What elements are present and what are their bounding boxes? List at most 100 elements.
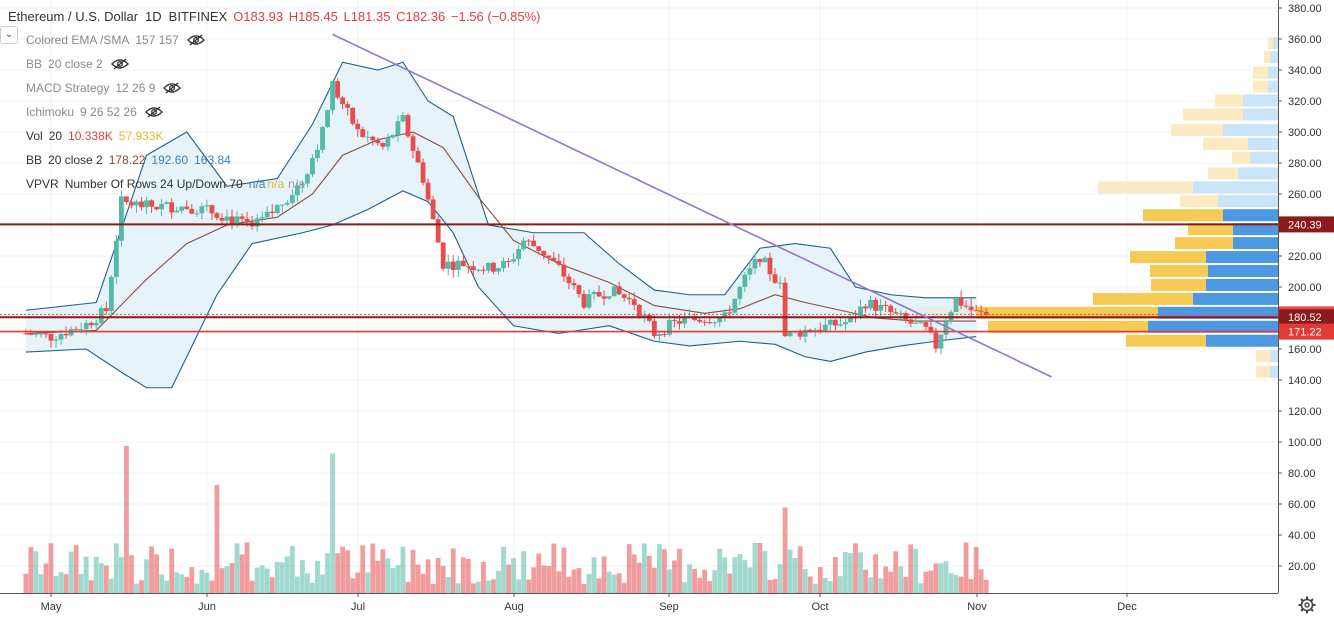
candle-body <box>53 339 59 341</box>
candle-body <box>933 332 939 349</box>
hidden-eye-icon[interactable] <box>163 82 182 94</box>
volume-bar <box>526 579 532 593</box>
volume-bar <box>868 577 873 593</box>
candle-body <box>325 110 330 128</box>
indicator-row-bb-hidden[interactable]: BB 20 close 2 <box>8 52 543 76</box>
price-tick-label: 120.00 <box>1288 406 1322 418</box>
candle-body <box>345 104 351 108</box>
volume-bar <box>465 558 471 593</box>
vpvr-down-bar <box>1208 167 1238 180</box>
price-axis-background <box>1278 0 1334 593</box>
candle-body <box>355 123 361 130</box>
candle-body <box>938 334 944 349</box>
candle-body <box>134 201 139 206</box>
indicator-row-bb[interactable]: BB 20 close 2 178.22 192.60 163.84 <box>8 148 543 172</box>
candle-body <box>541 250 547 256</box>
chart-legend: Ethereum / U.S. Dollar 1D BITFINEX O183.… <box>8 6 543 196</box>
candle-body <box>214 213 220 218</box>
volume-bar <box>310 582 315 593</box>
candle-body <box>943 321 949 335</box>
candle-body <box>717 317 723 323</box>
volume-bar <box>108 578 114 593</box>
candle-body <box>963 305 969 307</box>
indicator-row-macd[interactable]: MACD Strategy 12 26 9 <box>8 76 543 100</box>
volume-bar <box>737 554 743 593</box>
candle-body <box>797 331 803 337</box>
volume-bar <box>300 560 305 593</box>
candle-body <box>506 260 511 262</box>
indicator-name[interactable]: BB 20 close 2 <box>26 153 103 167</box>
candle-body <box>274 205 280 214</box>
indicator-row-volume[interactable]: Vol 20 10.338K 57.933K <box>8 124 543 148</box>
vpvr-down-bar <box>1130 251 1206 264</box>
candle-body <box>390 134 396 138</box>
volume-bar <box>284 556 290 593</box>
candle-body <box>113 240 119 278</box>
volume-bar <box>174 572 180 593</box>
indicator-row-vpvr[interactable]: VPVR Number Of Rows 24 Up/Down 70 n/a n/a… <box>8 172 543 196</box>
volume-bar <box>702 569 708 593</box>
indicator-name[interactable]: Ichimoku 9 26 52 26 <box>26 105 137 119</box>
volume-bar <box>687 564 692 593</box>
candle-body <box>279 204 285 206</box>
hidden-eye-icon[interactable] <box>186 34 205 46</box>
volume-bar <box>360 545 366 593</box>
volume-bar <box>536 553 542 593</box>
candle-body <box>58 334 64 340</box>
volume-bar <box>928 570 934 593</box>
volume-bar <box>757 542 763 593</box>
collapse-legend-button[interactable]: ⌄ <box>0 26 18 44</box>
volume-bar <box>958 576 964 593</box>
volume-bar <box>586 573 592 593</box>
hidden-eye-icon[interactable] <box>110 58 129 70</box>
volume-bar <box>551 543 557 593</box>
indicator-row-ichimoku[interactable]: Ichimoku 9 26 52 26 <box>8 100 543 124</box>
candle-body <box>656 334 662 337</box>
candle-body <box>868 299 873 309</box>
indicator-row-ema[interactable]: Colored EMA /SMA 157 157 <box>8 28 543 52</box>
indicator-name[interactable]: BB 20 close 2 <box>26 57 103 71</box>
indicator-name[interactable]: MACD Strategy 12 26 9 <box>26 81 156 95</box>
candle-body <box>244 218 250 223</box>
volume-bar <box>973 546 979 593</box>
volume-bar <box>667 569 672 593</box>
candle-body <box>83 322 89 330</box>
hidden-eye-icon[interactable] <box>144 106 163 118</box>
price-tick-label: 320.00 <box>1288 96 1322 108</box>
candle-body <box>48 333 54 341</box>
indicator-name[interactable]: Colored EMA /SMA 157 157 <box>26 33 179 47</box>
candle-body <box>98 308 104 323</box>
volume-bar <box>48 543 54 593</box>
candle-body <box>435 219 441 243</box>
candle-body <box>405 115 411 137</box>
vpvr-total-value: n/a <box>288 177 305 191</box>
candle-body <box>239 216 245 219</box>
volume-bar <box>294 576 300 593</box>
indicator-name[interactable]: VPVR Number Of Rows 24 Up/Down 70 <box>26 177 243 191</box>
candle-body <box>586 294 592 308</box>
indicator-name[interactable]: Vol 20 <box>26 129 63 143</box>
high-value: H185.45 <box>288 9 338 24</box>
volume-bar <box>938 563 944 593</box>
ohlc-values: O183.93 H185.45 L181.35 C182.36 −1.56 (−… <box>233 6 542 28</box>
symbol-name[interactable]: Ethereum / U.S. Dollar <box>8 9 139 24</box>
vpvr-up-bar <box>1268 66 1278 79</box>
volume-bar <box>194 583 200 593</box>
volume-bar <box>355 572 361 593</box>
candle-body <box>742 274 748 288</box>
candle-body <box>581 294 587 308</box>
volume-bar <box>68 551 74 593</box>
volume-bar <box>254 567 260 593</box>
volume-bar <box>491 579 496 593</box>
candle-body <box>269 211 275 214</box>
bb-basis-value: 178.22 <box>108 153 146 167</box>
settings-gear-icon[interactable] <box>1298 596 1316 614</box>
vpvr-down-bar <box>1151 278 1206 291</box>
volume-bar <box>662 549 667 593</box>
price-tick-label: 40.00 <box>1288 530 1316 542</box>
candle-body <box>556 260 562 265</box>
interval[interactable]: 1D <box>145 9 162 24</box>
volume-bar <box>501 546 506 593</box>
candle-body <box>722 312 728 318</box>
